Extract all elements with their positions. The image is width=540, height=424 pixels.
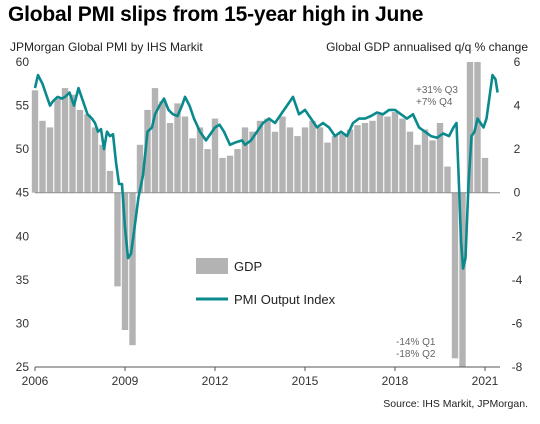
gdp-bar [167, 123, 173, 193]
left-axis-ticks: 25 30 35 40 45 50 55 60 [16, 55, 30, 374]
gdp-bar [159, 101, 165, 193]
x-tick-label: 2009 [112, 374, 139, 388]
gdp-bar [339, 134, 345, 193]
gdp-bar [279, 117, 285, 193]
right-tick-label: -6 [512, 316, 523, 330]
gdp-bar [32, 90, 38, 192]
right-tick-label: -4 [512, 273, 523, 287]
gdp-bar [324, 143, 330, 193]
gdp-bar [227, 156, 233, 193]
gdp-bar [362, 123, 368, 193]
x-axis-ticks: 2006 2009 2012 2015 2018 2021 [22, 367, 499, 388]
gdp-bar [182, 117, 188, 193]
gdp-bar [309, 121, 315, 193]
gdp-bar [287, 127, 293, 192]
gdp-bar [107, 171, 113, 193]
right-tick-label: 6 [514, 55, 521, 69]
left-tick-label: 25 [16, 360, 30, 374]
gdp-bar [234, 149, 240, 193]
gdp-bar [47, 127, 53, 192]
x-tick-label: 2012 [202, 374, 229, 388]
gdp-bar [152, 88, 158, 193]
right-axis-ticks: -8 -6 -4 -2 0 2 4 6 [512, 55, 523, 374]
gdp-bar [452, 193, 458, 359]
gdp-bar [482, 158, 488, 193]
left-tick-label: 55 [16, 99, 30, 113]
gdp-bar [99, 145, 105, 193]
x-tick-label: 2006 [22, 374, 49, 388]
right-tick-label: -8 [512, 360, 523, 374]
annotation-bottom-2: -18% Q2 [396, 349, 436, 360]
annotation-top-2: +7% Q4 [416, 97, 453, 108]
x-tick-label: 2018 [382, 374, 409, 388]
gdp-bar [114, 193, 120, 287]
left-tick-label: 35 [16, 273, 30, 287]
gdp-bar [84, 114, 90, 192]
gdp-bar [422, 130, 428, 193]
left-tick-label: 45 [16, 186, 30, 200]
gdp-bar [62, 88, 68, 193]
left-tick-label: 60 [16, 55, 30, 69]
left-tick-label: 50 [16, 142, 30, 156]
gdp-bar [204, 149, 210, 193]
source-note: Source: IHS Markit, JPMorgan. [383, 398, 528, 410]
gdp-bar [399, 119, 405, 193]
left-tick-label: 40 [16, 229, 30, 243]
legend: GDP PMI Output Index [196, 258, 336, 307]
right-tick-label: -2 [512, 229, 523, 243]
gdp-bar [369, 121, 375, 193]
gdp-bar [347, 130, 353, 193]
gdp-bar [92, 127, 98, 192]
gdp-bar [77, 110, 83, 193]
right-tick-label: 4 [514, 99, 521, 113]
annotation-top-1: +31% Q3 [416, 85, 458, 96]
gdp-bar [294, 136, 300, 193]
gdp-bar [302, 127, 308, 192]
gdp-bar [384, 117, 390, 193]
gdp-bar [392, 112, 398, 193]
legend-gdp-label: GDP [234, 259, 262, 274]
gdp-bar [69, 95, 75, 193]
right-tick-label: 0 [514, 186, 521, 200]
gdp-bar [39, 121, 45, 193]
gdp-bar [414, 145, 420, 193]
left-tick-label: 30 [16, 316, 30, 330]
x-tick-label: 2015 [292, 374, 319, 388]
annotation-bottom-1: -14% Q1 [396, 337, 436, 348]
gdp-bar [54, 99, 60, 193]
gdp-bar [317, 127, 323, 192]
gdp-bar [407, 132, 413, 193]
x-tick-label: 2021 [472, 374, 499, 388]
gdp-bar [189, 138, 195, 193]
gdp-bar [332, 136, 338, 193]
gdp-bar [272, 132, 278, 193]
gdp-bar [354, 125, 360, 193]
gdp-bar [429, 140, 435, 192]
gdp-bar [242, 127, 248, 192]
gdp-bar [377, 114, 383, 192]
gdp-bar [129, 193, 135, 346]
gdp-bar [219, 158, 225, 193]
right-tick-label: 2 [514, 142, 521, 156]
legend-pmi-label: PMI Output Index [234, 292, 336, 307]
legend-gdp-swatch [196, 258, 228, 274]
gdp-bar [444, 167, 450, 193]
gdp-bar [264, 119, 270, 193]
